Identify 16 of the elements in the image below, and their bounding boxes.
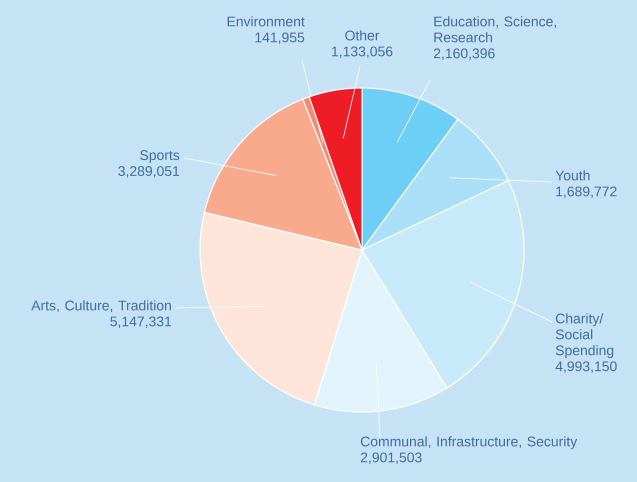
slice-label: Other (345, 30, 380, 40)
slice-label: Arts, Culture, Tradition (31, 300, 171, 312)
data-label: 2,901,503 (360, 452, 422, 464)
slice-label: Environment (228, 16, 305, 26)
slice-label: Communal, Infrastructure, Security (360, 436, 578, 450)
slice-label: Sports (140, 150, 180, 163)
data-label: 4,993,150 (556, 361, 617, 373)
data-label: 2,160,396 (434, 48, 495, 60)
slice-label: Youth (556, 170, 590, 180)
data-label: 141,955 (255, 32, 304, 44)
data-label: 3,289,051 (118, 166, 180, 178)
data-label: 1,133,056 (332, 46, 392, 58)
slice-label: Education, Science, Research (434, 16, 556, 42)
data-label: 5,147,331 (110, 316, 172, 328)
data-label: 1,689,772 (556, 186, 617, 198)
slice-label: Charity/ Social Spending (556, 313, 614, 358)
